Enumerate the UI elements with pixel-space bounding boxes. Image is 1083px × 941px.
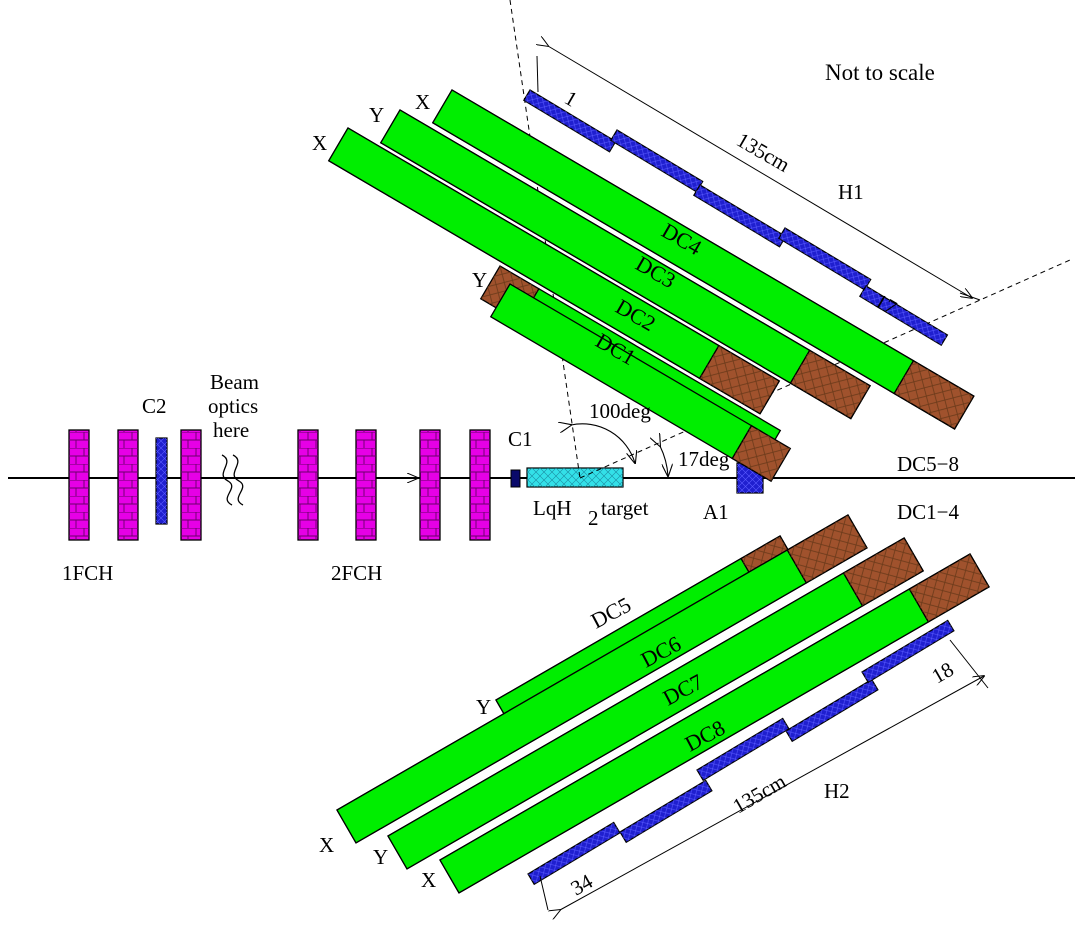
- beam-optics-break-2: [232, 454, 244, 506]
- chamber-dc7-far-end-cap-texture: [843, 538, 924, 606]
- plane-label-y-dc7: Y: [373, 845, 388, 869]
- chamber-dc6-far-end-cap-texture: [787, 515, 867, 583]
- beam-optics-break-1: [221, 454, 233, 506]
- beam-optics-line-1: Beam: [210, 370, 259, 394]
- plane-label-y-dc5: Y: [476, 695, 491, 719]
- chamber-dc3-far: [327, 127, 781, 415]
- beam-optics-line-2: optics: [208, 394, 258, 418]
- fch1-plane-3-texture: [181, 430, 201, 540]
- chamber-dc1-end-cap-texture: [732, 425, 791, 482]
- h1-bar-5-texture: [859, 286, 948, 346]
- fch2-plane-1-texture: [298, 430, 318, 540]
- lower-arm-chambers: [336, 514, 990, 894]
- plane-label-y-dc4: Y: [369, 103, 384, 127]
- h2-length-dimension: [560, 676, 984, 910]
- not-to-scale-note: Not to scale: [825, 60, 935, 85]
- fch2-plane-3-texture: [420, 430, 440, 540]
- h2-dim-extension-right: [949, 639, 989, 689]
- plane-label-x-dc4-outer: X: [415, 90, 430, 114]
- h1-first-element: 1: [561, 86, 582, 112]
- h2-last-element: 34: [567, 869, 598, 901]
- h1-bar-2: [609, 129, 704, 193]
- h1-length-label: 135cm: [733, 128, 794, 177]
- h2-dim-extension-left: [539, 875, 549, 911]
- angle-arc-17deg: [660, 446, 668, 476]
- c2-label: C2: [142, 394, 167, 418]
- h2-label: H2: [824, 779, 850, 803]
- chamber-dc4-far-end-cap-texture: [790, 350, 871, 419]
- h2-bar-5-texture: [862, 620, 954, 683]
- h2-first-element: 18: [928, 657, 958, 688]
- c1-counter: [510, 469, 521, 488]
- c1-label: C1: [508, 427, 533, 451]
- plane-label-y-dc2: Y: [472, 268, 487, 292]
- a1-label: A1: [703, 500, 729, 524]
- c2-counter-texture: [156, 438, 167, 524]
- angle-arc-100deg: [571, 424, 635, 463]
- h1-bar-2-texture: [610, 130, 703, 192]
- plane-label-x-dc6: X: [319, 833, 334, 857]
- fch1-label: 1FCH: [62, 561, 113, 585]
- h1-dim-extension-left: [536, 55, 539, 93]
- dc1-4-side-label: DC1−4: [897, 500, 960, 524]
- plane-label-x-dc3: X: [312, 131, 327, 155]
- fch2-plane-2-texture: [356, 430, 376, 540]
- angle-17deg-label: 17deg: [678, 447, 730, 471]
- chamber-dc4-outer-far-end-cap-texture: [894, 360, 974, 429]
- h1-bar-4-texture: [778, 228, 871, 290]
- fch1-plane-2-texture: [118, 430, 138, 540]
- fch2-plane-4-texture: [470, 430, 490, 540]
- fch1-plane-1-texture: [69, 430, 89, 540]
- plane-label-x-dc8: X: [421, 868, 436, 892]
- h1-length-dimension: [548, 46, 972, 298]
- h1-bar-4: [777, 227, 872, 291]
- target-label-suffix: target: [601, 496, 649, 520]
- chamber-dc1: [489, 283, 792, 483]
- upper-arm-chambers: [327, 89, 975, 483]
- chamber-dc3-far-end-cap-texture: [699, 345, 780, 414]
- chamber-dc8-far-end-cap-texture: [909, 554, 990, 622]
- h1-bar-5: [858, 285, 949, 347]
- angle-100deg-label: 100deg: [589, 399, 651, 423]
- lqh2-target-texture: [527, 468, 623, 487]
- dc5-8-side-label: DC5−8: [897, 452, 959, 476]
- h1-bar-3-texture: [693, 185, 786, 247]
- h2-length-label: 135cm: [729, 769, 790, 818]
- h1-label: H1: [838, 180, 864, 204]
- fch2-label: 2FCH: [331, 561, 382, 585]
- beam-optics-line-3: here: [213, 418, 249, 442]
- h1-bar-3: [692, 184, 787, 248]
- target-label-subscript: 2: [588, 506, 599, 530]
- target-label-prefix: LqH: [533, 496, 572, 520]
